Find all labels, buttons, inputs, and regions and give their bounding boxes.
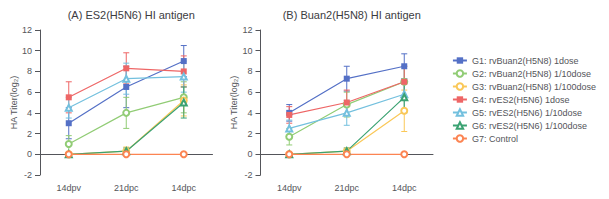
svg-text:G4: rvES2(H5N6) 1dose: G4: rvES2(H5N6) 1dose [472, 95, 570, 105]
svg-text:4: 4 [27, 108, 32, 118]
svg-text:14dpc: 14dpc [171, 183, 196, 193]
svg-text:0: 0 [27, 149, 32, 159]
svg-text:10: 10 [22, 46, 32, 56]
svg-text:G7: Control: G7: Control [472, 134, 518, 144]
svg-text:6: 6 [27, 87, 32, 97]
svg-text:12: 12 [22, 25, 32, 35]
svg-text:10: 10 [242, 46, 252, 56]
svg-text:8: 8 [247, 66, 252, 76]
svg-text:HA Titer(log₂): HA Titer(log₂) [229, 76, 239, 130]
svg-text:0: 0 [247, 149, 252, 159]
svg-text:G2: rvBuan2(H5N8) 1/10dose: G2: rvBuan2(H5N8) 1/10dose [472, 69, 591, 79]
svg-text:-2: -2 [244, 170, 252, 180]
svg-text:G5: rvES2(H5N6) 1/10dose: G5: rvES2(H5N6) 1/10dose [472, 108, 582, 118]
svg-text:14dpv: 14dpv [277, 183, 302, 193]
svg-text:8: 8 [27, 66, 32, 76]
svg-text:-2: -2 [24, 170, 32, 180]
svg-text:(A) ES2(H5N6) HI antigen: (A) ES2(H5N6) HI antigen [68, 9, 195, 21]
svg-text:4: 4 [247, 108, 252, 118]
svg-text:14dpv: 14dpv [56, 183, 81, 193]
svg-text:G6: rvES2(H5N6) 1/100dose: G6: rvES2(H5N6) 1/100dose [472, 121, 587, 131]
svg-text:6: 6 [247, 87, 252, 97]
svg-text:(B) Buan2(H5N8) HI antigen: (B) Buan2(H5N8) HI antigen [283, 9, 421, 21]
svg-text:21dpc: 21dpc [334, 183, 359, 193]
svg-text:21dpc: 21dpc [114, 183, 139, 193]
svg-text:G1: rvBuan2(H5N8) 1dose: G1: rvBuan2(H5N8) 1dose [472, 56, 579, 66]
svg-text:2: 2 [247, 129, 252, 139]
svg-text:HA Titer(log₂): HA Titer(log₂) [9, 76, 19, 130]
svg-text:2: 2 [27, 129, 32, 139]
svg-text:12: 12 [242, 25, 252, 35]
svg-text:G3: rvBuan2(H5N8) 1/100dose: G3: rvBuan2(H5N8) 1/100dose [472, 82, 596, 92]
svg-text:14dpc: 14dpc [392, 183, 417, 193]
